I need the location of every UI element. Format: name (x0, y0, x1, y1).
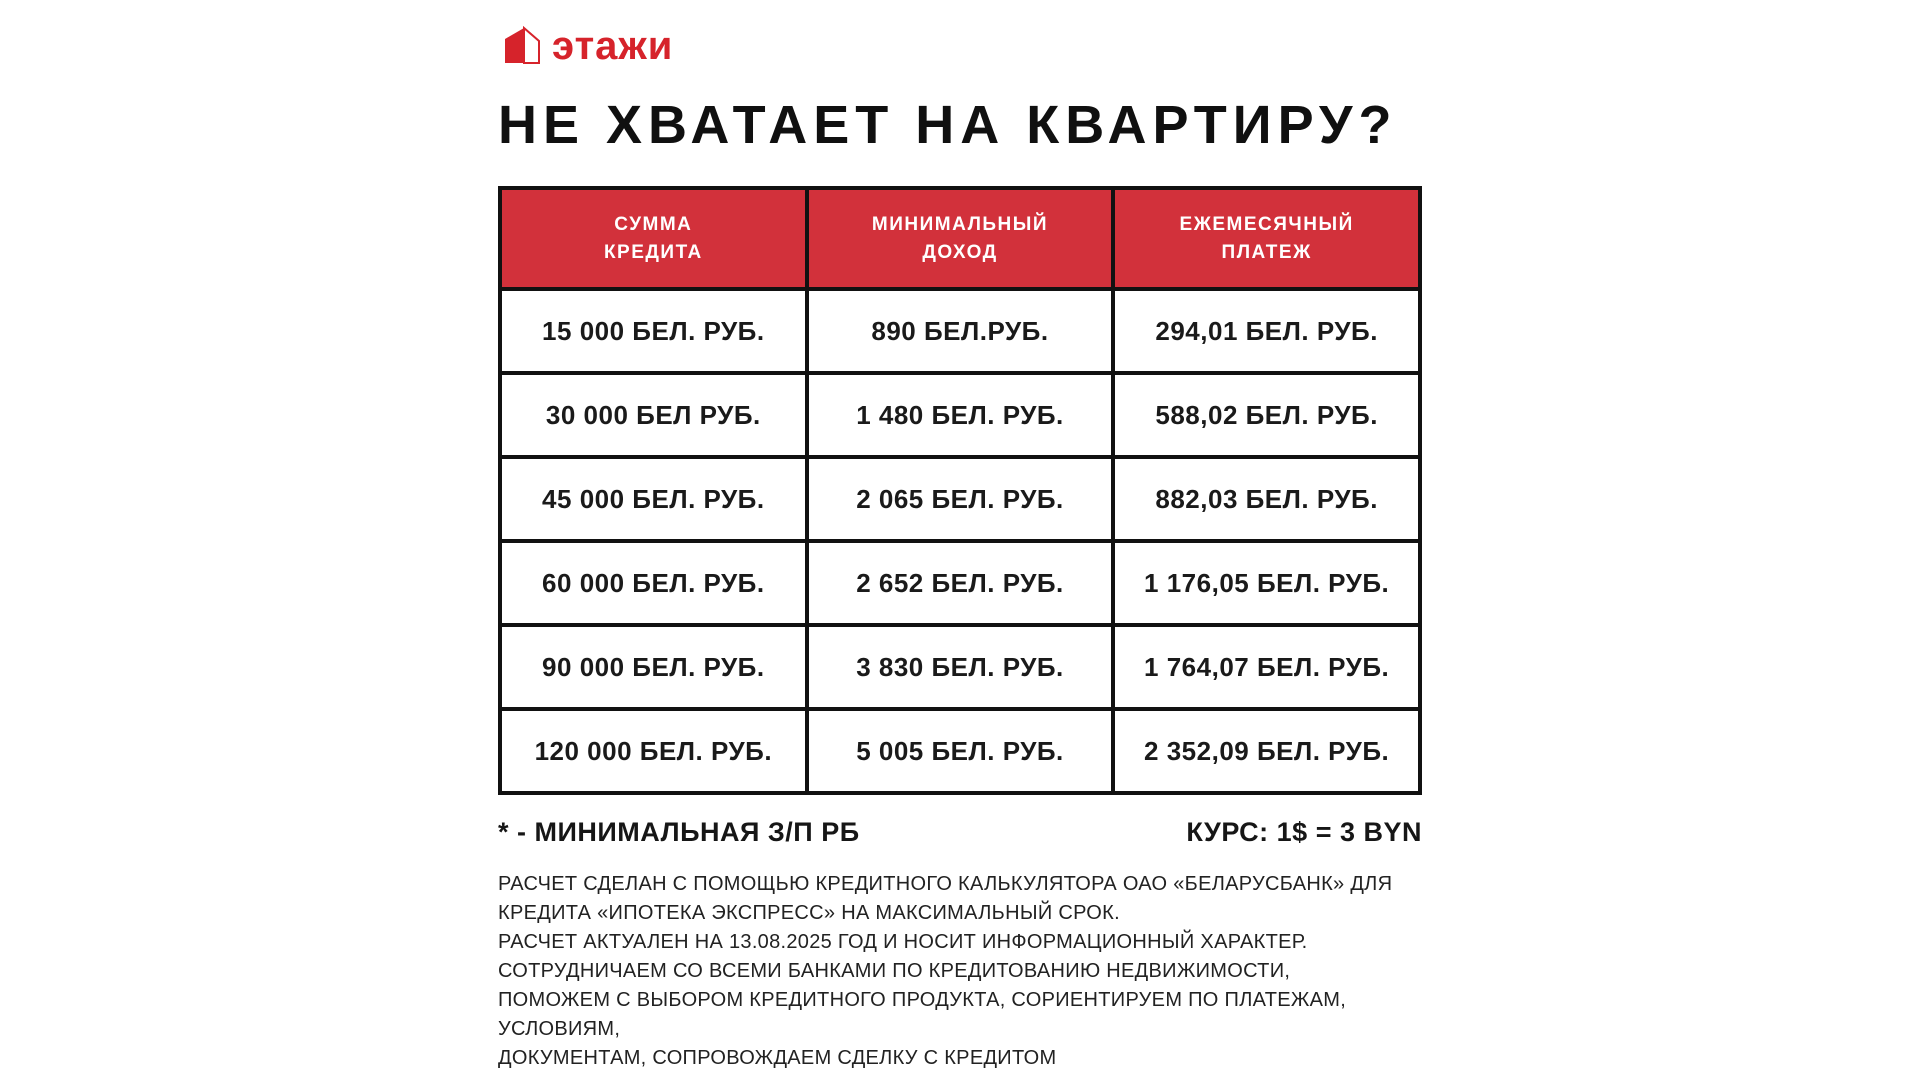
page-title: НЕ ХВАТАЕТ НА КВАРТИРУ? (498, 95, 1398, 155)
disclaimer-line: СОТРУДНИЧАЕМ СО ВСЕМИ БАНКАМИ ПО КРЕДИТО… (498, 960, 1291, 982)
disclaimer-line: УСЛОВИЯМ, (498, 1018, 621, 1040)
header-line: ПЛАТЕЖ (1221, 241, 1312, 263)
table-row: 90 000 БЕЛ. РУБ. 3 830 БЕЛ. РУБ. 1 764,0… (498, 623, 1422, 711)
income-cell: 2 065 БЕЛ. РУБ. (804, 455, 1116, 543)
header-credit-sum: СУММА КРЕДИТА (498, 186, 809, 291)
header-line: ДОХОД (922, 241, 998, 263)
payment-cell: 2 352,09 БЕЛ. РУБ. (1111, 707, 1422, 795)
footnote-row: * - МИНИМАЛЬНАЯ З/П РБ КУРС: 1$ = 3 BYN (498, 817, 1422, 848)
table-header-row: СУММА КРЕДИТА МИНИМАЛЬНЫЙ ДОХОД ЕЖЕМЕСЯЧ… (498, 186, 1422, 291)
disclaimer-line: РАСЧЕТ СДЕЛАН С ПОМОЩЬЮ КРЕДИТНОГО КАЛЬК… (498, 873, 1393, 895)
header-line: МИНИМАЛЬНЫЙ (871, 213, 1049, 235)
income-cell: 2 652 БЕЛ. РУБ. (804, 539, 1116, 627)
income-cell: 3 830 БЕЛ. РУБ. (804, 623, 1116, 711)
credit-cell: 45 000 БЕЛ. РУБ. (498, 455, 809, 543)
header-monthly-payment: ЕЖЕМЕСЯЧНЫЙ ПЛАТЕЖ (1111, 186, 1422, 291)
payment-cell: 882,03 БЕЛ. РУБ. (1111, 455, 1422, 543)
credit-cell: 60 000 БЕЛ. РУБ. (498, 539, 809, 627)
credit-cell: 15 000 БЕЛ. РУБ. (498, 287, 809, 375)
table-row: 15 000 БЕЛ. РУБ. 890 БЕЛ.РУБ. 294,01 БЕЛ… (498, 287, 1422, 375)
payment-cell: 588,02 БЕЛ. РУБ. (1111, 371, 1422, 459)
header-line: КРЕДИТА (603, 241, 703, 263)
table-row: 60 000 БЕЛ. РУБ. 2 652 БЕЛ. РУБ. 1 176,0… (498, 539, 1422, 627)
income-cell: 1 480 БЕЛ. РУБ. (804, 371, 1116, 459)
header-line: ЕЖЕМЕСЯЧНЫЙ (1179, 213, 1354, 235)
income-cell: 890 БЕЛ.РУБ. (804, 287, 1116, 375)
table-row: 45 000 БЕЛ. РУБ. 2 065 БЕЛ. РУБ. 882,03 … (498, 455, 1422, 543)
payment-cell: 1 176,05 БЕЛ. РУБ. (1111, 539, 1422, 627)
disclaimer-line: ДОКУМЕНТАМ, СОПРОВОЖДАЕМ СДЕЛКУ С КРЕДИТ… (498, 1047, 1057, 1069)
disclaimer-line: ПОМОЖЕМ С ВЫБОРОМ КРЕДИТНОГО ПРОДУКТА, С… (498, 989, 1347, 1011)
credit-cell: 90 000 БЕЛ. РУБ. (498, 623, 809, 711)
disclaimer-line: РАСЧЕТ АКТУАЛЕН НА 13.08.2025 ГОД И НОСИ… (498, 931, 1308, 953)
building-icon (505, 26, 540, 64)
payment-cell: 1 764,07 БЕЛ. РУБ. (1111, 623, 1422, 711)
brand-name: этажи (552, 24, 674, 68)
header-line: СУММА (614, 213, 693, 235)
table-row: 30 000 БЕЛ РУБ. 1 480 БЕЛ. РУБ. 588,02 Б… (498, 371, 1422, 459)
income-cell: 5 005 БЕЛ. РУБ. (804, 707, 1116, 795)
brand-logo: этажи (502, 24, 1422, 68)
disclaimer-line: КРЕДИТА «ИПОТЕКА ЭКСПРЕСС» НА МАКСИМАЛЬН… (498, 902, 1120, 924)
disclaimer-block: РАСЧЕТ СДЕЛАН С ПОМОЩЬЮ КРЕДИТНОГО КАЛЬК… (498, 870, 1422, 1073)
header-min-income: МИНИМАЛЬНЫЙ ДОХОД (804, 186, 1116, 291)
payment-cell: 294,01 БЕЛ. РУБ. (1111, 287, 1422, 375)
credit-cell: 30 000 БЕЛ РУБ. (498, 371, 809, 459)
exchange-rate-note: КУРС: 1$ = 3 BYN (1186, 817, 1422, 847)
min-salary-footnote: * - МИНИМАЛЬНАЯ З/П РБ (498, 817, 860, 847)
credit-table: СУММА КРЕДИТА МИНИМАЛЬНЫЙ ДОХОД ЕЖЕМЕСЯЧ… (498, 186, 1422, 795)
credit-cell: 120 000 БЕЛ. РУБ. (498, 707, 809, 795)
infographic-content: этажи НЕ ХВАТАЕТ НА КВАРТИРУ? СУММА КРЕД… (498, 0, 1422, 1073)
table-row: 120 000 БЕЛ. РУБ. 5 005 БЕЛ. РУБ. 2 352,… (498, 707, 1422, 795)
